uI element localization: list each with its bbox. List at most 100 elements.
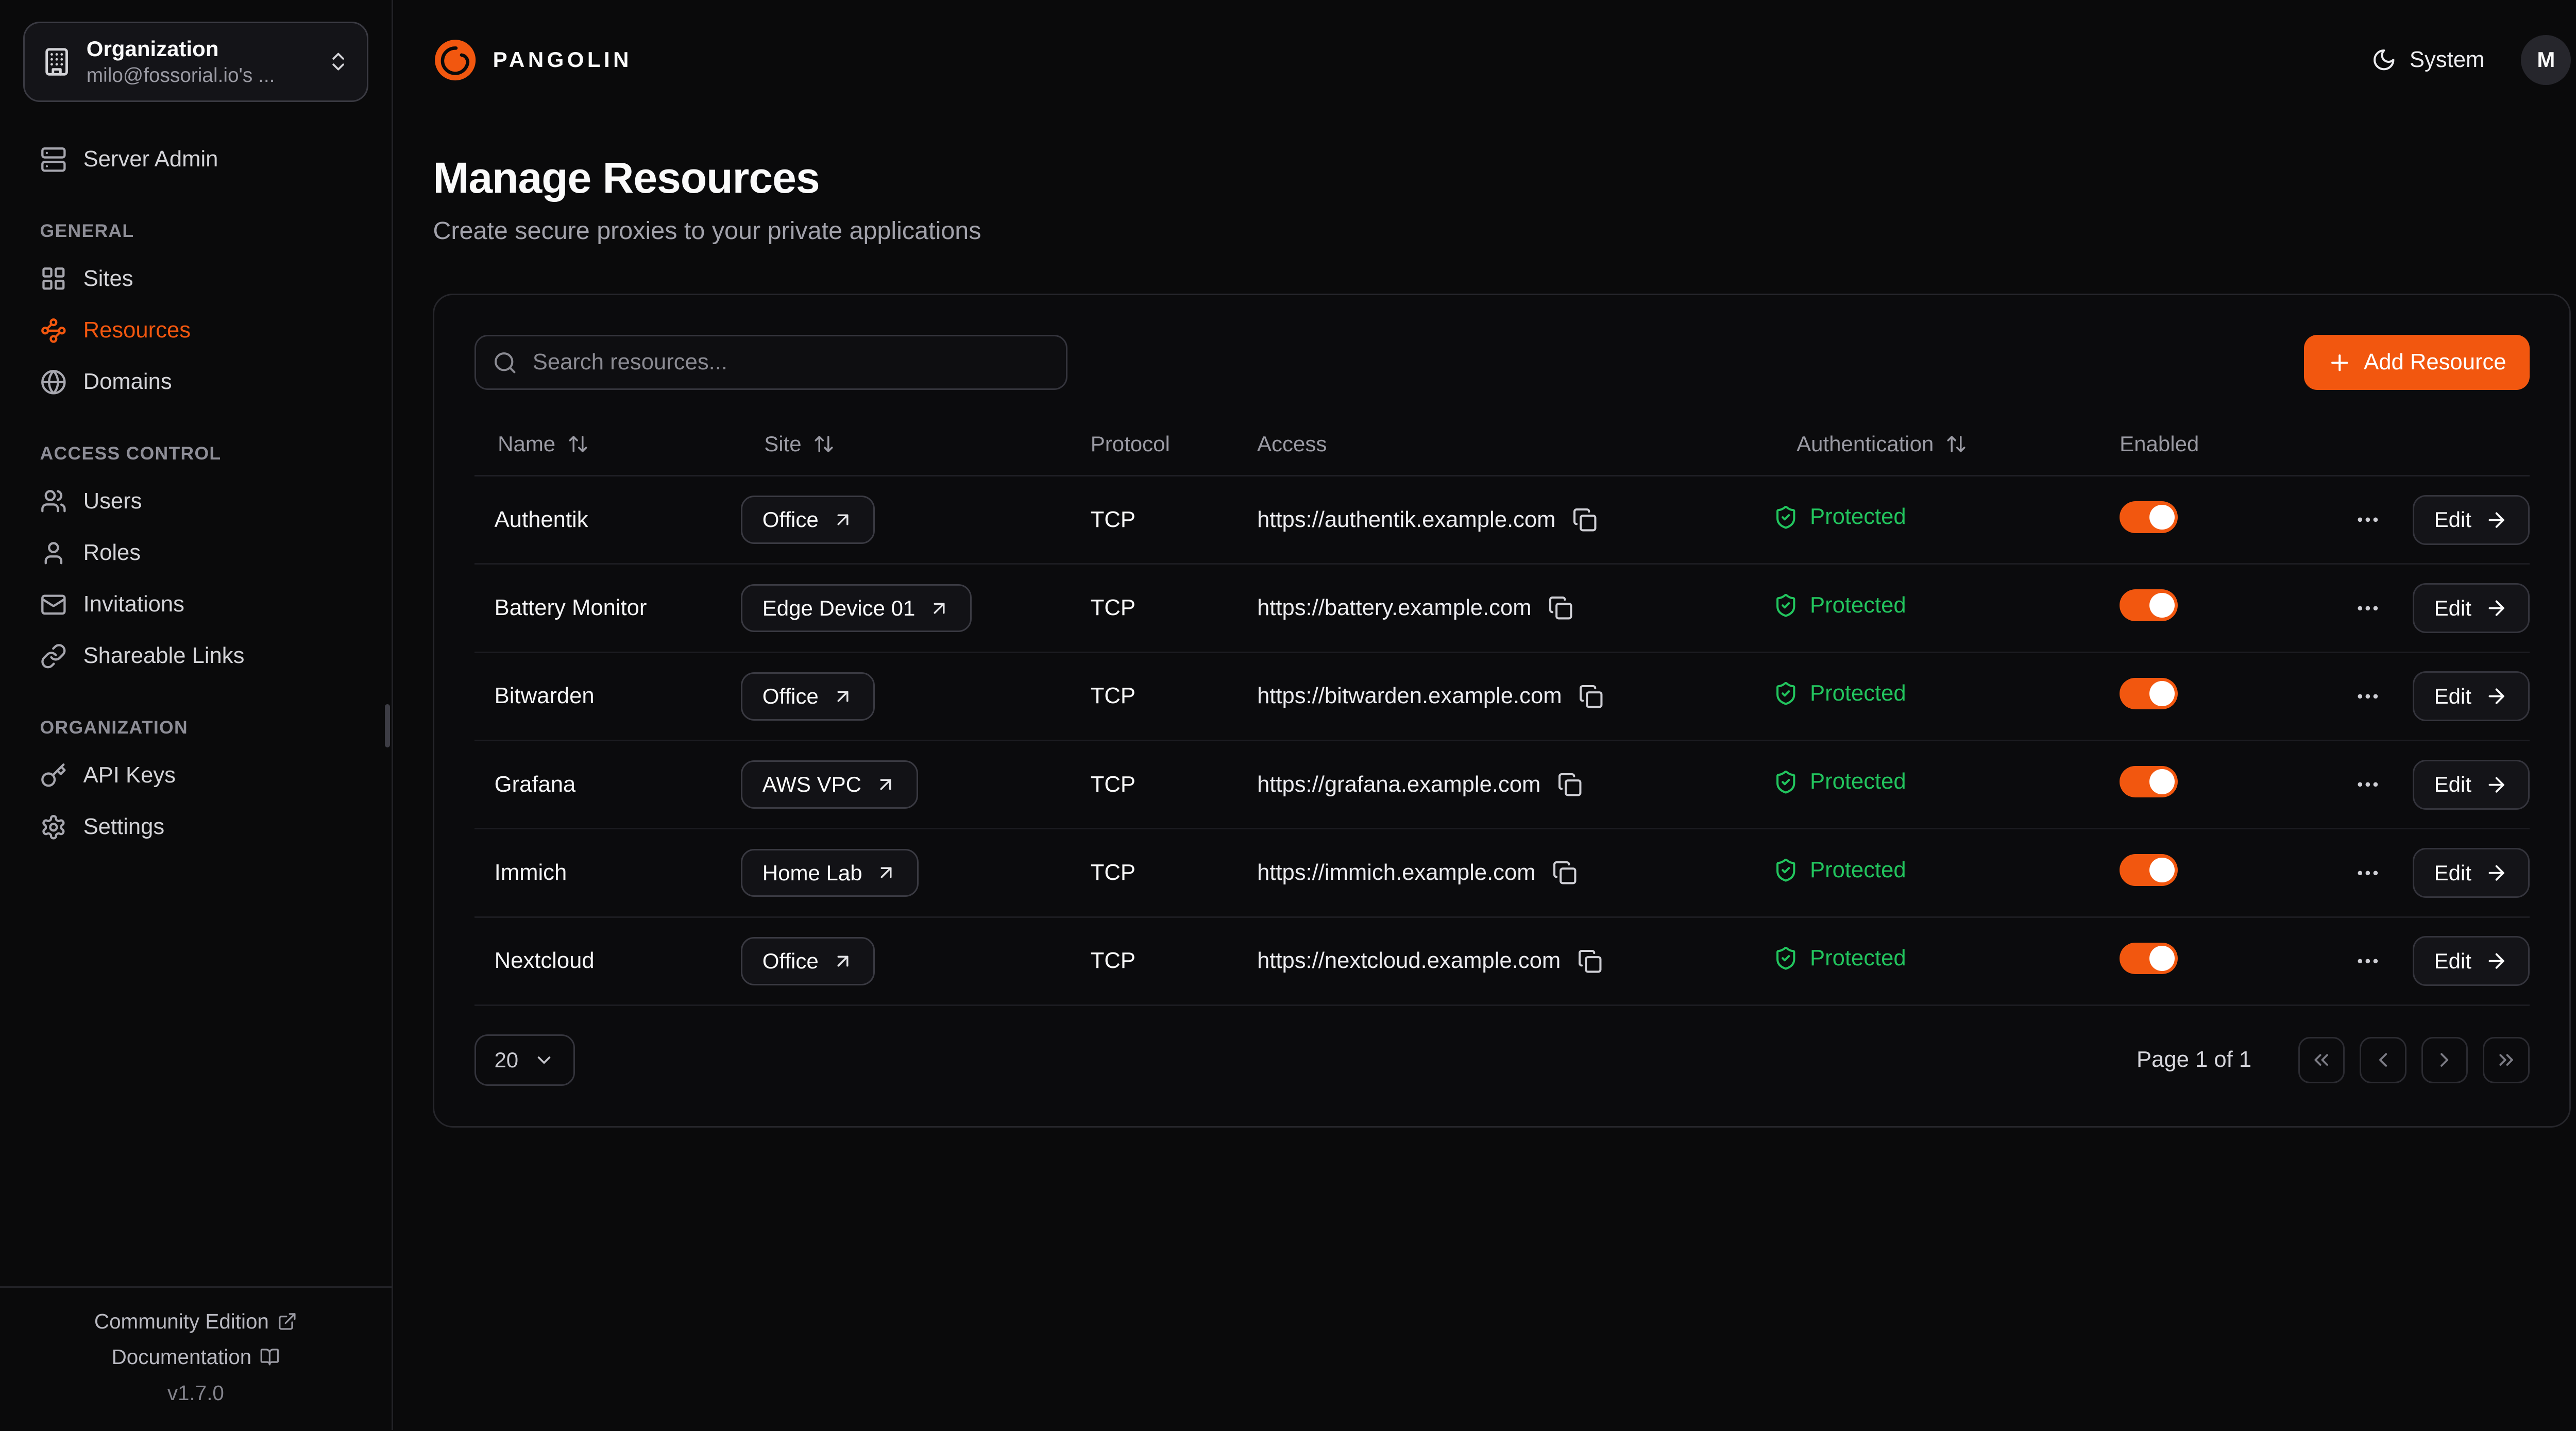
auth-status: Protected <box>1773 946 1906 971</box>
toggle-knob <box>2149 504 2175 530</box>
row-menu-button[interactable] <box>2351 948 2384 975</box>
brand-name: PANGOLIN <box>493 47 632 72</box>
sidebar-item-shareable-links[interactable]: Shareable Links <box>23 631 368 682</box>
search-input[interactable] <box>474 335 1067 390</box>
column-label: Authentication <box>1797 432 1934 456</box>
copy-icon <box>1549 597 1572 620</box>
sidebar-item-resources[interactable]: Resources <box>23 304 368 356</box>
row-menu-button[interactable] <box>2351 595 2384 622</box>
edit-button[interactable]: Edit <box>2412 848 2530 898</box>
copy-icon <box>1578 949 1601 973</box>
row-menu-button[interactable] <box>2351 506 2384 533</box>
add-resource-button[interactable]: Add Resource <box>2303 335 2530 390</box>
theme-toggle[interactable]: System <box>2371 47 2484 73</box>
site-name: Home Lab <box>762 860 862 885</box>
edit-label: Edit <box>2434 684 2471 708</box>
next-page-button[interactable] <box>2421 1036 2468 1084</box>
sidebar-item-label: Roles <box>83 540 141 566</box>
enabled-toggle[interactable] <box>2120 501 2178 533</box>
enabled-toggle[interactable] <box>2120 589 2178 621</box>
external-link-icon <box>279 1313 296 1330</box>
auth-status: Protected <box>1773 858 1906 883</box>
auth-status-label: Protected <box>1809 504 1906 530</box>
mail-icon <box>41 594 66 615</box>
sidebar-item-api-keys[interactable]: API Keys <box>23 749 368 801</box>
section-title: ORGANIZATION <box>40 717 188 738</box>
chevrons-left-icon <box>2314 1054 2329 1066</box>
shield-check-icon <box>1776 593 1795 617</box>
last-page-button[interactable] <box>2483 1036 2530 1084</box>
sort-by-authentication[interactable]: Authentication <box>1773 432 1967 456</box>
protocol: TCP <box>1090 860 1136 885</box>
edit-button[interactable]: Edit <box>2412 583 2530 634</box>
site-link-button[interactable]: Edge Device 01 <box>741 584 972 633</box>
access-url: https://grafana.example.com <box>1257 772 1541 797</box>
sidebar-item-invitations[interactable]: Invitations <box>23 579 368 631</box>
copy-url-button[interactable] <box>1548 595 1573 620</box>
topbar-right: System M <box>2371 35 2571 85</box>
sidebar-item-roles[interactable]: Roles <box>23 527 368 578</box>
edit-button[interactable]: Edit <box>2412 936 2530 986</box>
org-switcher[interactable]: Organization milo@fossorial.io's ... <box>23 22 368 103</box>
main-area: PANGOLIN System M Manage Resources Creat… <box>393 0 2576 1430</box>
chevron-left-icon <box>2379 1053 2387 1067</box>
access-url: https://battery.example.com <box>1257 595 1532 621</box>
sidebar-item-users[interactable]: Users <box>23 475 368 527</box>
sidebar-item-settings[interactable]: Settings <box>23 802 368 853</box>
users-icon <box>41 490 66 513</box>
building-icon <box>45 48 68 76</box>
toggle-knob <box>2149 769 2175 794</box>
copy-url-button[interactable] <box>1552 860 1577 885</box>
sidebar-item-label: Sites <box>83 266 133 291</box>
column-label: Enabled <box>2120 432 2199 456</box>
prev-page-button[interactable] <box>2360 1036 2406 1084</box>
site-link-button[interactable]: Home Lab <box>741 848 919 897</box>
ellipsis-icon <box>2358 782 2378 787</box>
site-name: Edge Device 01 <box>762 595 916 620</box>
resource-name: Nextcloud <box>494 948 595 974</box>
edit-label: Edit <box>2434 507 2471 532</box>
arrow-right-icon <box>2488 512 2504 528</box>
section-title: ACCESS CONTROL <box>40 442 222 464</box>
row-menu-button[interactable] <box>2351 771 2384 798</box>
copy-url-button[interactable] <box>1572 507 1597 532</box>
resource-name: Battery Monitor <box>494 595 647 621</box>
site-link-button[interactable]: Office <box>741 672 875 721</box>
copy-url-button[interactable] <box>1579 684 1603 709</box>
table-row: Bitwarden Office TCP https://bitwarden.e… <box>474 653 2530 742</box>
enabled-toggle[interactable] <box>2120 942 2178 974</box>
copy-url-button[interactable] <box>1557 772 1582 797</box>
page-size-select[interactable]: 20 <box>474 1034 575 1086</box>
community-edition-link[interactable]: Community Edition <box>94 1309 297 1334</box>
sort-by-name[interactable]: Name <box>474 432 589 456</box>
protocol: TCP <box>1090 684 1136 709</box>
copy-url-button[interactable] <box>1578 949 1602 974</box>
edit-label: Edit <box>2434 860 2471 885</box>
sort-by-site[interactable]: Site <box>741 432 835 456</box>
org-switcher-text: Organization milo@fossorial.io's ... <box>87 37 312 87</box>
sidebar-item-domains[interactable]: Domains <box>23 356 368 408</box>
site-link-button[interactable]: Office <box>741 496 875 544</box>
row-menu-button[interactable] <box>2351 860 2384 887</box>
waypoints-icon <box>41 318 66 343</box>
documentation-label: Documentation <box>111 1345 252 1369</box>
edit-button[interactable]: Edit <box>2412 495 2530 545</box>
documentation-link[interactable]: Documentation <box>112 1345 280 1369</box>
row-menu-button[interactable] <box>2351 683 2384 710</box>
enabled-toggle[interactable] <box>2120 766 2178 798</box>
edit-button[interactable]: Edit <box>2412 671 2530 722</box>
enabled-toggle[interactable] <box>2120 677 2178 710</box>
sidebar-item-server-admin[interactable]: Server Admin <box>23 134 368 185</box>
site-link-button[interactable]: Office <box>741 936 875 985</box>
add-resource-label: Add Resource <box>2364 350 2506 375</box>
first-page-button[interactable] <box>2298 1036 2345 1084</box>
edit-button[interactable]: Edit <box>2412 759 2530 810</box>
sidebar-scrollbar-thumb[interactable] <box>384 704 390 748</box>
sidebar-item-sites[interactable]: Sites <box>23 253 368 304</box>
site-link-button[interactable]: AWS VPC <box>741 760 918 809</box>
resource-name: Bitwarden <box>494 684 595 709</box>
avatar[interactable]: M <box>2521 35 2571 85</box>
page-size-value: 20 <box>494 1047 519 1072</box>
book-open-icon <box>261 1349 279 1366</box>
enabled-toggle[interactable] <box>2120 854 2178 886</box>
